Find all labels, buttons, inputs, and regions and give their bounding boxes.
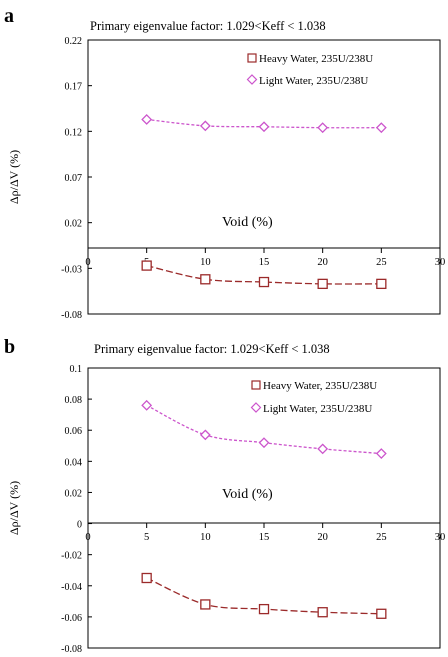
x-tick-label: 25 (376, 257, 387, 268)
series-line-0 (146, 264, 382, 285)
y-tick-label: -0.08 (61, 644, 82, 655)
y-tick-label: 0.07 (65, 173, 83, 184)
y-tick-label: 0.02 (65, 219, 83, 230)
x-tick-label: 5 (144, 532, 149, 543)
panel-label: a (4, 5, 14, 27)
x-tick-label: 20 (317, 532, 328, 543)
data-point-diamond (375, 122, 387, 134)
legend-marker-square (251, 380, 261, 390)
x-tick-label: 0 (85, 257, 90, 268)
data-point-diamond (258, 437, 270, 449)
chart-panel-b: b Primary eigenvalue factor: 1.029<Keff <… (4, 336, 445, 655)
legend-marker-square (247, 53, 257, 63)
y-tick-label: 0.17 (65, 82, 83, 93)
data-point-square (200, 599, 211, 610)
y-tick-label: 0 (77, 520, 82, 531)
data-point-diamond (199, 429, 211, 441)
y-tick-label: -0.04 (61, 582, 82, 593)
data-point-diamond (141, 114, 153, 125)
data-point-square (376, 608, 387, 619)
x-axis-label: Void (%) (222, 487, 273, 502)
data-point-square (258, 603, 270, 615)
legend-label: Heavy Water, 235U/238U (259, 53, 373, 65)
y-tick-label: 0.22 (65, 36, 83, 47)
data-point-square (376, 278, 387, 290)
x-tick-label: 25 (376, 532, 387, 543)
data-point-square (258, 276, 270, 288)
y-tick-label: -0.03 (61, 264, 82, 275)
data-point-square (141, 572, 152, 584)
data-point-diamond (317, 443, 329, 455)
x-tick-label: 10 (200, 257, 211, 268)
legend-label: Light Water, 235U/238U (263, 403, 372, 415)
legend-label: Heavy Water, 235U/238U (263, 380, 377, 392)
y-tick-label: 0.06 (65, 426, 83, 437)
data-point-diamond (141, 399, 153, 411)
y-tick-label: 0.12 (65, 127, 83, 138)
x-tick-label: 15 (259, 257, 270, 268)
chart-title: Primary eigenvalue factor: 1.029<Keff < … (94, 342, 330, 356)
chart-panel-a: a Primary eigenvalue factor: 1.029<Keff <… (4, 5, 445, 321)
x-tick-label: 10 (200, 532, 211, 543)
data-point-square (141, 260, 152, 271)
data-point-square (317, 278, 328, 290)
x-tick-label: 15 (259, 532, 270, 543)
x-tick-label: 30 (435, 532, 446, 543)
data-point-diamond (375, 448, 387, 459)
x-tick-label: 20 (317, 257, 328, 268)
data-point-square (317, 607, 328, 618)
y-tick-label: 0.1 (70, 364, 83, 375)
legend-marker-diamond (246, 74, 258, 85)
panel-label: b (4, 336, 15, 358)
legend-marker-diamond (250, 402, 262, 413)
y-tick-label: -0.08 (61, 310, 82, 321)
x-tick-label: 0 (85, 532, 90, 543)
data-point-square (200, 274, 211, 285)
plot-area (87, 367, 441, 649)
y-axis-label: Δρ/ΔV (%) (7, 481, 21, 535)
x-tick-label: 30 (435, 257, 446, 268)
y-tick-label: 0.04 (65, 457, 83, 468)
y-tick-label: -0.02 (61, 551, 82, 562)
y-tick-label: 0.02 (65, 488, 83, 499)
chart-title: Primary eigenvalue factor: 1.029<Keff < … (90, 19, 326, 33)
legend-label: Light Water, 235U/238U (259, 75, 368, 87)
y-tick-label: 0.08 (65, 395, 83, 406)
y-tick-label: -0.06 (61, 613, 82, 624)
data-point-diamond (199, 120, 211, 132)
y-axis-label: Δρ/ΔV (%) (7, 150, 21, 204)
x-axis-label: Void (%) (222, 215, 273, 230)
data-point-diamond (317, 122, 329, 134)
data-point-diamond (258, 121, 270, 133)
